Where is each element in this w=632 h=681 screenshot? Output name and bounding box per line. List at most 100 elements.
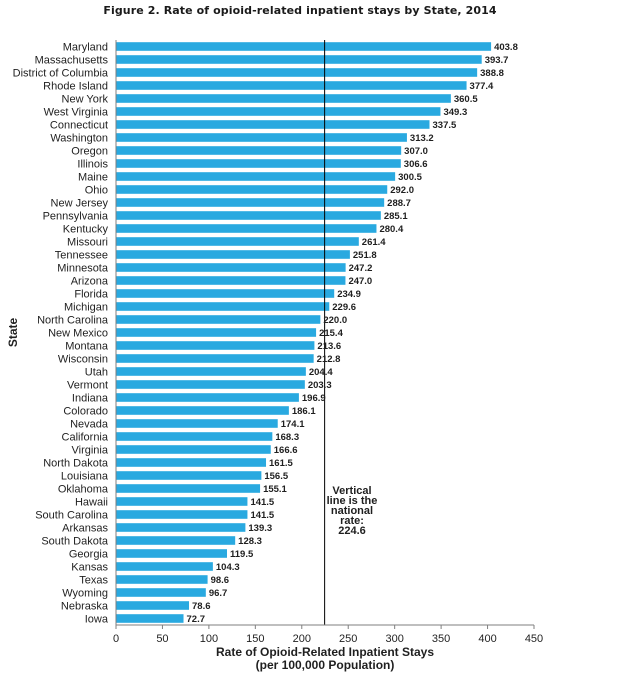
y-axis-title: State <box>6 318 20 348</box>
category-label: Washington <box>50 133 108 145</box>
value-label: 72.7 <box>187 614 206 625</box>
x-tick-label: 450 <box>525 633 543 645</box>
category-label: Minnesota <box>57 263 109 275</box>
bar <box>116 419 278 428</box>
value-label: 96.7 <box>209 588 228 599</box>
value-label: 196.9 <box>302 393 326 404</box>
value-label: 234.9 <box>337 289 361 300</box>
bar <box>116 432 273 441</box>
category-label: Virginia <box>72 445 109 457</box>
value-label: 261.4 <box>362 237 386 248</box>
value-label: 360.5 <box>454 94 478 105</box>
value-label: 203.3 <box>308 380 332 391</box>
value-label: 251.8 <box>353 250 377 261</box>
value-label: 280.4 <box>379 224 403 235</box>
bar <box>116 289 335 298</box>
value-label: 220.0 <box>323 315 347 326</box>
category-label: Tennessee <box>55 250 108 262</box>
bar <box>116 120 430 129</box>
bar <box>116 224 377 233</box>
value-label: 388.8 <box>480 68 504 79</box>
value-label: 307.0 <box>404 146 428 157</box>
category-label: Louisiana <box>61 471 109 483</box>
bar <box>116 237 359 246</box>
x-axis-title: Rate of Opioid-Related Inpatient Stays <box>216 645 434 659</box>
category-label: North Dakota <box>43 458 109 470</box>
bar <box>116 81 467 90</box>
bar <box>116 523 246 532</box>
bar <box>116 354 314 363</box>
bar <box>116 562 213 571</box>
value-label: 337.5 <box>433 120 457 131</box>
value-label: 313.2 <box>410 133 434 144</box>
category-label: Maine <box>78 172 108 184</box>
value-label: 119.5 <box>230 549 254 560</box>
category-label: Oregon <box>71 146 108 158</box>
category-label: Texas <box>79 575 108 587</box>
value-label: 285.1 <box>384 211 408 222</box>
x-tick-label: 400 <box>478 633 496 645</box>
category-label: New Jersey <box>51 198 109 210</box>
value-label: 155.1 <box>263 484 287 495</box>
bar <box>116 588 206 597</box>
bar <box>116 601 190 610</box>
x-axis-title: (per 100,000 Population) <box>256 658 395 672</box>
bar <box>116 315 321 324</box>
bar <box>116 549 227 558</box>
value-label: 306.6 <box>404 159 428 170</box>
value-label: 168.3 <box>275 432 299 443</box>
national-rate-note: line is the <box>327 495 378 507</box>
bar <box>116 380 305 389</box>
bar <box>116 445 271 454</box>
category-label: District of Columbia <box>13 68 109 80</box>
bar <box>116 55 482 64</box>
bar <box>116 146 402 155</box>
bar <box>116 42 492 51</box>
bar <box>116 211 381 220</box>
value-label: 139.3 <box>248 523 272 534</box>
bar <box>116 406 289 415</box>
value-label: 78.6 <box>192 601 211 612</box>
category-label: South Dakota <box>41 536 109 548</box>
bar <box>116 250 350 259</box>
bar <box>116 302 330 311</box>
bar <box>116 68 478 77</box>
bars-layer <box>116 42 492 623</box>
category-label: Maryland <box>63 42 108 54</box>
x-tick-label: 200 <box>293 633 311 645</box>
national-rate-note: Vertical <box>332 485 371 497</box>
category-label: Arkansas <box>62 523 108 535</box>
category-label: West Virginia <box>44 107 109 119</box>
value-label: 300.5 <box>398 172 422 183</box>
category-label: Hawaii <box>75 497 108 509</box>
bar <box>116 159 401 168</box>
bar <box>116 263 346 272</box>
category-label: Ohio <box>85 185 108 197</box>
x-tick-label: 0 <box>113 633 119 645</box>
bar <box>116 328 317 337</box>
category-label: Arizona <box>71 276 109 288</box>
value-label: 161.5 <box>269 458 293 469</box>
category-label: Wisconsin <box>58 354 108 366</box>
category-label: California <box>62 432 109 444</box>
bar <box>116 575 208 584</box>
category-label: New York <box>62 94 109 106</box>
x-tick-label: 300 <box>385 633 403 645</box>
bar <box>116 107 441 116</box>
category-label: Iowa <box>85 614 109 626</box>
bar <box>116 484 261 493</box>
category-label: Vermont <box>67 380 108 392</box>
value-label: 247.0 <box>348 276 372 287</box>
value-label: 213.6 <box>317 341 341 352</box>
value-label: 288.7 <box>387 198 411 209</box>
value-label: 141.5 <box>250 497 274 508</box>
value-label: 104.3 <box>216 562 240 573</box>
category-label: Nebraska <box>61 601 109 613</box>
bar <box>116 458 267 467</box>
category-label: Montana <box>65 341 109 353</box>
bar <box>116 133 407 142</box>
category-label: Colorado <box>63 406 108 418</box>
national-rate-note: national <box>331 505 373 517</box>
category-label: Georgia <box>69 549 109 561</box>
bar <box>116 341 315 350</box>
